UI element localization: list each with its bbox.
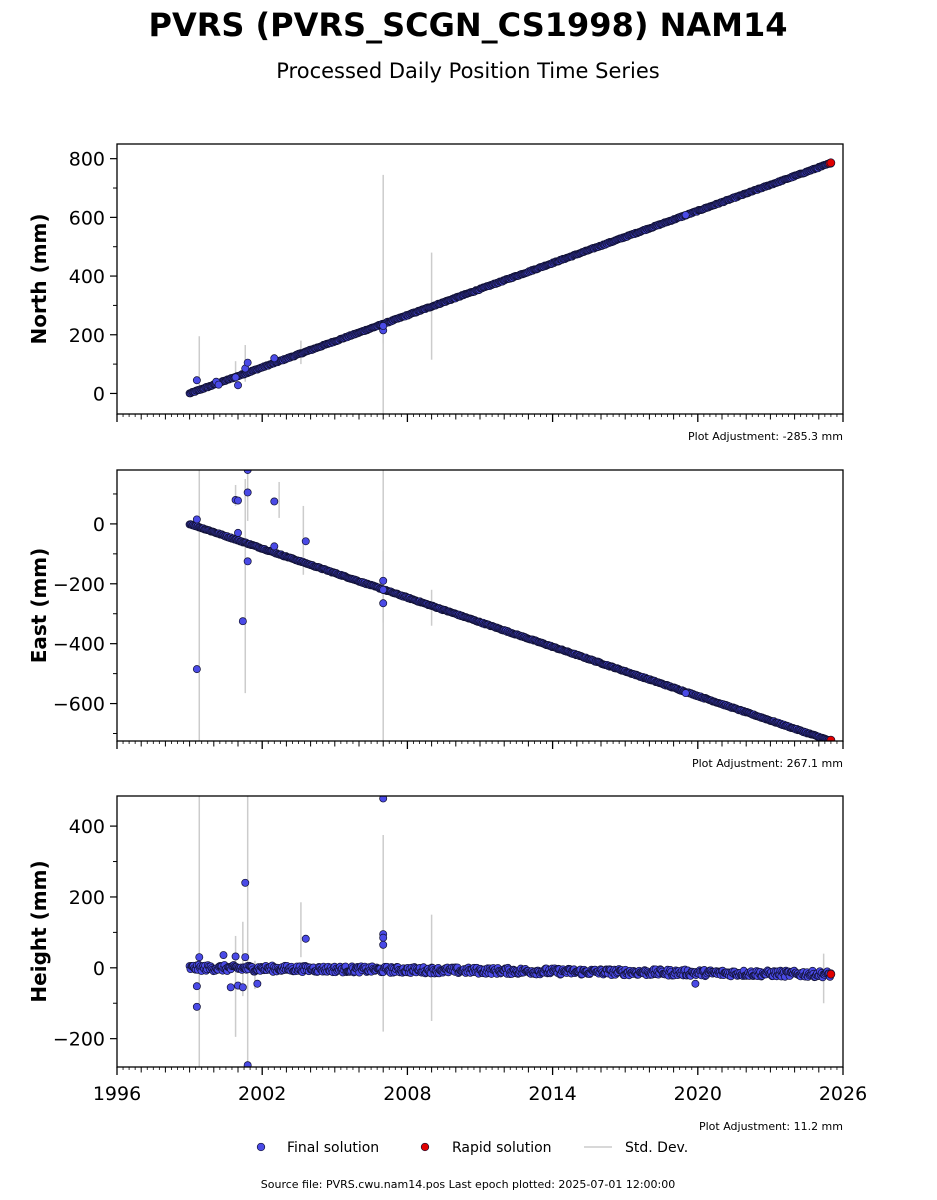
panels: 0 200 400 600 800 North (mm) Plot Adjustment: … [27,143,867,1133]
legend-label: Std. Dev. [625,1140,688,1156]
panel-2: −600 −400 −200 0 East (mm) Plot Adjustment: 2… [27,469,844,770]
x-tick-label: 2014 [528,1083,576,1105]
panel-1: 0 200 400 600 800 North (mm) Plot Adjustment: … [27,143,844,443]
legend-label: Rapid solution [452,1140,552,1156]
final-solution-point [301,537,310,546]
final-solution-point [219,951,228,960]
rapid-solution-point [826,735,836,741]
final-solution-point [379,599,388,608]
final-solution-point [243,557,252,566]
final-solution-point [241,953,250,962]
final-solution-point [241,878,250,887]
plot-area [185,158,836,414]
source-note: Source file: PVRS.cwu.nam14.pos Last epo… [261,1178,675,1191]
final-solution-point [243,488,252,497]
x-tick-label: 1996 [93,1083,141,1105]
final-solution-point [192,982,201,991]
legend-item: Std. Dev. [584,1140,688,1156]
y-tick-label: −200 [53,1029,105,1051]
final-solution-point [270,354,279,363]
final-solution-point [681,211,690,219]
final-solution-point [238,983,247,992]
final-solution-point [234,381,242,390]
final-solution-point [192,515,201,524]
x-tick-label: 2026 [819,1083,867,1105]
final-solution-point [234,528,242,537]
y-tick-label: 200 [69,325,105,347]
legend-marker [420,1142,430,1152]
x-tick-label: 2020 [674,1083,722,1105]
plot-area [185,796,836,1067]
y-axis-label: Height (mm) [27,860,51,1002]
final-solution-point [691,979,700,988]
y-tick-label: 0 [93,383,105,405]
final-solution-point [379,933,388,942]
plot-adjustment: Plot Adjustment: 11.2 mm [699,1120,843,1133]
y-tick-label: 200 [69,887,105,909]
final-solution-point [192,376,201,385]
y-tick-label: 0 [93,514,105,536]
rapid-solution-point [826,969,836,979]
final-solution-point [379,576,388,585]
final-solution-point [270,542,279,551]
legend-marker [256,1142,266,1152]
final-solution-point [192,665,201,674]
chart-subtitle: Processed Daily Position Time Series [276,59,660,83]
chart-title: PVRS (PVRS_SCGN_CS1998) NAM14 [148,6,787,44]
plot-area [185,470,836,741]
panel-3: −200 0 200 400 1996 2002 2008 2014 2020 2026 Heigh… [27,795,867,1133]
legend-label: Final solution [287,1140,379,1156]
y-tick-label: 400 [69,266,105,288]
final-solution-point [270,497,279,506]
legend-item: Rapid solution [420,1140,552,1156]
y-tick-label: 400 [69,816,105,838]
final-solution-point [231,373,240,382]
final-solution-point [243,358,252,367]
final-solution-point [192,1002,201,1011]
final-solution-point [253,979,262,988]
y-axis-label: North (mm) [27,213,51,344]
final-solution-point [234,496,242,505]
final-solution-point [379,322,388,330]
final-solution-point [238,617,247,626]
plot-adjustment: Plot Adjustment: -285.3 mm [688,430,843,443]
final-solution-point [301,934,310,943]
final-solution-point [681,689,690,698]
final-solution-point [379,940,388,949]
x-tick-label: 2008 [383,1083,431,1105]
rapid-solution-point [826,158,836,168]
plot-frame [116,143,844,415]
y-tick-label: −200 [53,574,105,596]
final-solution-point [226,983,235,992]
y-axis-label: East (mm) [27,548,51,664]
y-tick-label: −400 [53,634,105,656]
final-solution-point [214,380,223,389]
final-solution-point [379,585,388,594]
legend: Final solution Rapid solution Std. Dev. [256,1140,688,1156]
y-tick-label: 800 [69,149,105,171]
plot-adjustment: Plot Adjustment: 267.1 mm [692,757,843,770]
plot-frame [116,469,844,742]
final-solution-point [243,1061,252,1067]
plot-frame [116,795,844,1068]
final-solution-point [195,953,204,962]
legend-item: Final solution [256,1140,379,1156]
y-tick-label: −600 [53,694,105,716]
final-solution-point [231,952,240,961]
final-solution-point [243,470,252,474]
y-tick-label: 0 [93,958,105,980]
x-tick-label: 2002 [238,1083,286,1105]
final-solution-point [379,796,388,803]
y-tick-label: 600 [69,207,105,229]
